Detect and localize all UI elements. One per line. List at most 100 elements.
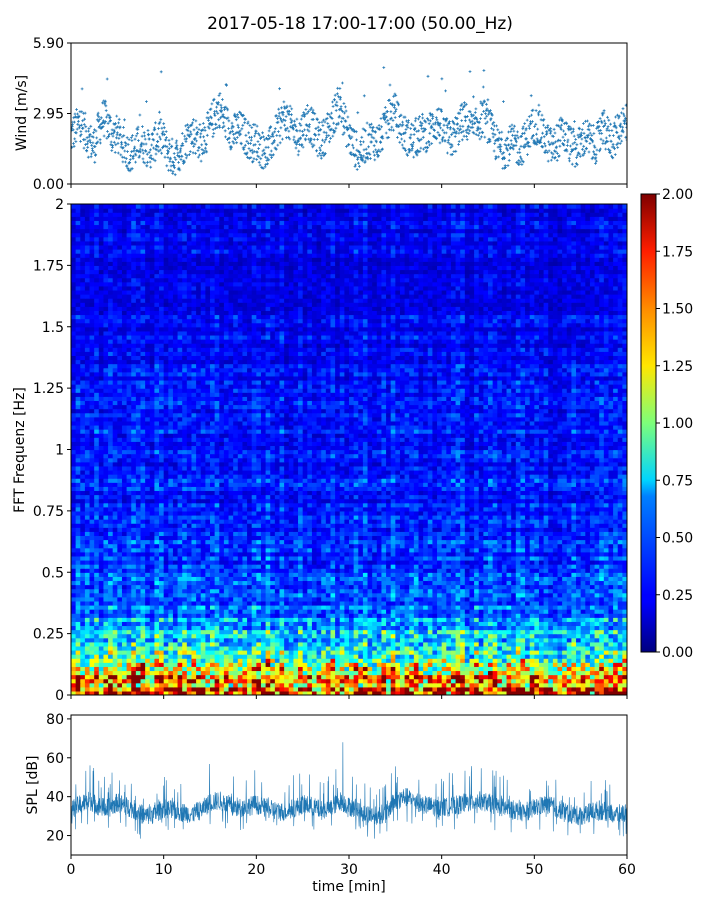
spectrogram-cell [228,572,234,577]
spectrogram-cell [450,527,457,532]
spectrogram-cell [140,531,146,537]
spectrogram-cell [112,596,118,602]
spectrogram-cell [566,645,572,651]
spectrogram-cell [603,629,610,635]
spectrogram-cell [339,559,345,565]
spectrogram-cell [71,559,77,565]
spectrogram-cell [219,600,225,606]
spectrogram-cell [163,596,169,602]
spectrogram-cell [121,596,128,602]
spectrogram-cell [274,604,281,610]
spectrogram-cell [548,576,554,582]
spectrogram-cell [376,621,383,627]
spectrogram-cell [469,662,475,667]
spectrogram-cell [149,654,155,659]
spectrogram-cell [529,625,535,631]
spectrogram-cell [200,580,206,586]
spectrogram-cell [288,662,294,667]
spectrogram-cell [298,551,304,557]
spectrogram-cell [506,658,512,663]
spectrogram-cell [552,559,559,565]
spectrogram-cell [409,600,415,606]
spectrogram-cell [353,682,359,688]
spectrogram-cell [131,625,137,631]
spectrogram-cell [576,531,582,537]
spectrogram-cell [94,637,100,643]
spectrogram-cell [409,596,415,602]
spectrogram-cell [358,588,364,594]
spectrogram-cell [404,621,410,627]
spectrogram-cell [450,649,457,655]
spectrogram-cell [98,580,105,586]
spectrogram-cell [367,670,373,676]
spectrogram-cell [552,551,559,557]
spectrogram-cell [325,621,332,627]
spectrogram-cell [622,604,627,610]
spectrogram-cell [548,613,554,618]
spectrogram-cell [474,637,480,643]
spectrogram-cell [335,666,341,672]
spectrogram-cell [325,527,332,532]
spectrogram-cell [427,539,433,545]
spectrogram-cell [112,654,118,659]
spectrogram-cell [386,555,392,561]
spectrogram-cell [140,666,146,672]
spectrogram-cell [256,641,262,647]
spectrogram-cell [372,576,378,582]
spectrogram-cell [474,617,480,622]
spectrogram-cell [94,613,100,618]
spectrogram-cell [89,678,95,684]
spectrogram-cell [321,649,327,655]
spectrogram-cell [395,539,401,545]
spectrogram-cell [242,613,248,618]
spectrogram-cell [437,600,443,606]
spectrogram-cell [112,682,118,688]
spectrogram-cell [163,576,169,582]
spectrogram-cell [525,543,531,549]
spectrogram-cell [210,588,216,594]
spectrogram-cell [256,613,262,618]
spectrogram-cell [478,633,484,639]
spectrogram-cell [478,609,484,614]
spectrogram-cell [307,527,313,532]
spectrogram-cell [437,633,443,639]
spectrogram-cell [622,654,627,659]
spectrogram-cell [450,572,457,577]
spectrogram-cell [182,649,188,655]
spectrogram-cell [483,535,489,541]
spectrogram-cell [589,555,596,561]
spectrogram-cell [168,637,174,643]
spectrogram-cell [358,666,364,672]
spectrogram-cell [121,658,128,663]
spectrogram-cell [441,543,447,549]
spectrogram-cell [399,674,406,680]
spectrogram-cell [594,527,600,532]
spectrogram-cell [455,600,461,606]
spectrogram-cell [112,645,118,651]
spectrogram-cell [506,604,512,610]
spectrogram-cell [247,568,253,573]
spectrogram-cell [219,604,225,610]
spectrogram-cell [200,531,206,537]
spectrogram-cell [617,572,623,577]
spectrogram-cell [75,555,81,561]
spectrogram-cell [372,674,378,680]
spectrogram-cell [325,572,332,577]
spectrogram-cell [395,559,401,565]
spectrogram-cell [478,686,484,692]
spectrogram-cell [177,531,183,537]
spectrogram-cell [432,662,438,667]
spectrogram-cell [580,609,586,614]
spectrogram-cell [237,584,244,590]
spectrogram-cell [372,609,378,614]
spectrogram-cell [121,588,128,594]
spectrogram-cell [200,555,206,561]
spectrogram-cell [483,609,489,614]
spectrogram-cell [131,531,137,537]
spectrogram-cell [501,527,508,532]
spectrogram-cell [515,539,522,545]
spectrogram-cell [219,576,225,582]
spectrogram-cell [432,613,438,618]
spectrogram-cell [580,654,586,659]
spectrogram-cell [112,600,118,606]
